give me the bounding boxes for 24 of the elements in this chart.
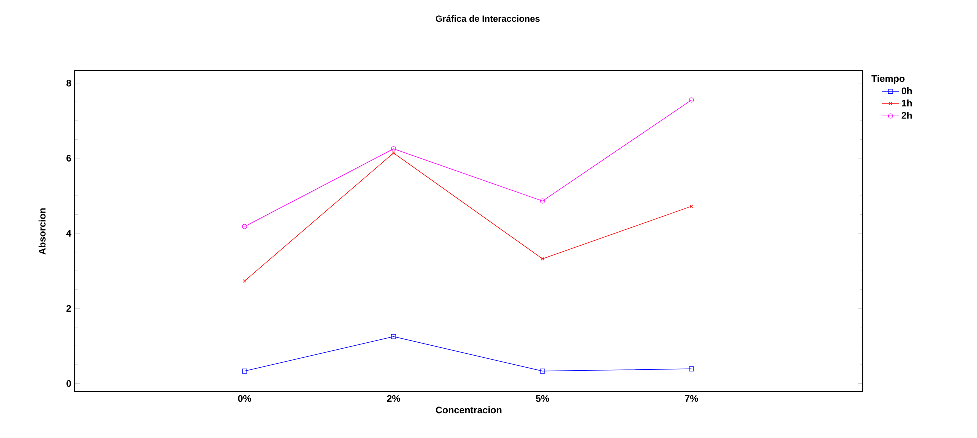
y-tick-label: 2 (66, 305, 72, 312)
x-tick-label: 0% (238, 395, 252, 402)
y-axis-title: Absorcion (38, 208, 46, 255)
point (391, 146, 396, 152)
point (391, 334, 396, 340)
point (540, 257, 545, 261)
legend-label: 1h (902, 100, 912, 107)
y-tick-label: 0 (66, 380, 72, 388)
y-tick-label: 6 (66, 155, 72, 162)
point (540, 368, 546, 374)
legend-label: 0h (902, 87, 912, 94)
x-tick-label: 5% (536, 395, 550, 402)
y-tick-label: 8 (66, 80, 72, 87)
x-tick-label: 2% (387, 395, 400, 402)
point (689, 366, 694, 372)
point (242, 368, 248, 374)
legend-title: Tiempo (872, 75, 905, 84)
chart-title: Gráfica de Interacciones (436, 15, 540, 22)
legend-label: 2h (902, 112, 912, 119)
point (392, 151, 396, 156)
x-tick-label: 7% (685, 395, 698, 402)
point (540, 198, 546, 204)
x-axis-title: Concentracion (436, 406, 502, 414)
y-tick-label: 4 (66, 230, 72, 237)
